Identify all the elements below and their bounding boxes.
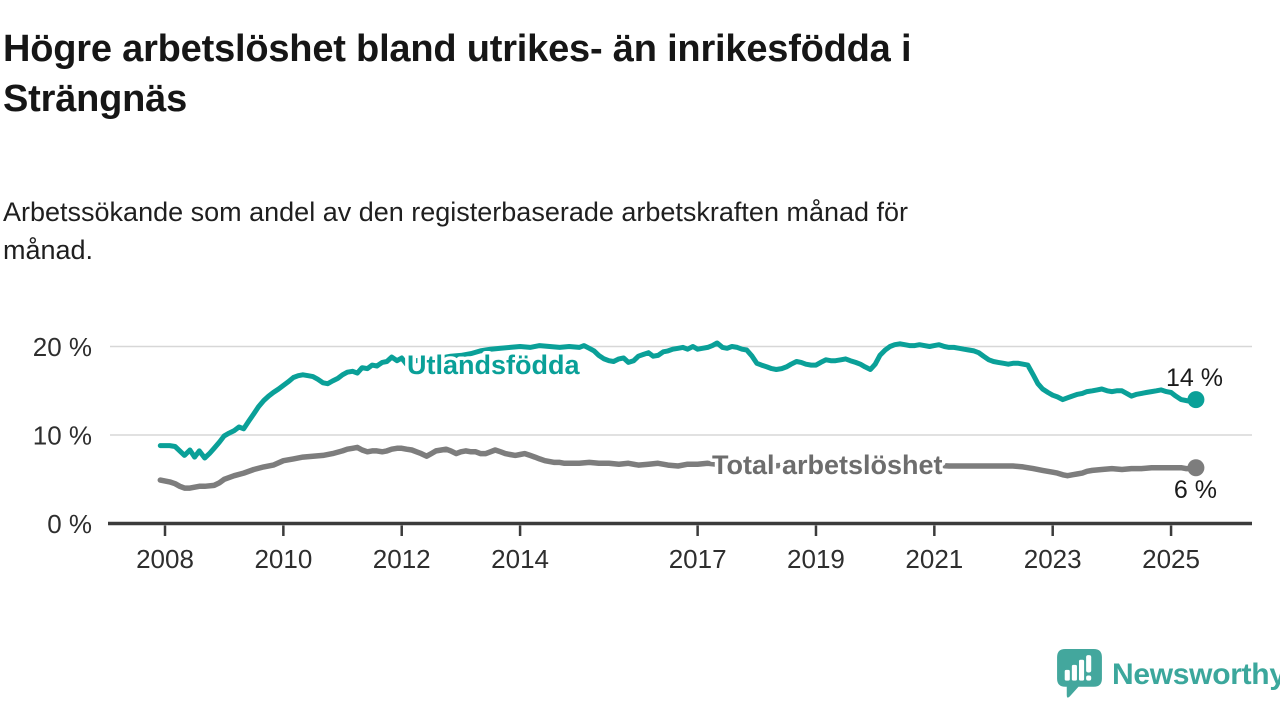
x-axis-tick-label: 2012 [373,544,431,574]
y-axis-tick-label: 20 % [33,332,92,362]
series-label-total: Total arbetslöshet [712,450,943,480]
x-axis-tick-label: 2025 [1142,544,1200,574]
series-end-dot [1187,391,1205,409]
x-axis-tick-label: 2021 [905,544,963,574]
series-label-utlandsfodda: Utlandsfödda [407,350,580,380]
x-axis-tick-label: 2023 [1024,544,1082,574]
x-axis-tick-label: 2014 [491,544,549,574]
x-axis-tick-label: 2019 [787,544,845,574]
x-axis-tick-label: 2010 [254,544,312,574]
page-title: Högre arbetslöshet bland utrikes- än inr… [3,28,912,120]
y-axis-tick-label: 10 % [33,421,92,451]
bar-chart-speech-bubble-icon [1057,649,1102,698]
series-line-total [157,444,1199,491]
series-end-value-label: 6 % [1174,476,1217,504]
brand-name: Newsworthy [1112,657,1280,691]
newsworthy-brand: Newsworthy [1056,648,1280,701]
series-line-utlandsfodda [157,340,1199,461]
x-axis-tick-label: 2008 [136,544,194,574]
chart-subtitle: Arbetssökande som andel av den registerb… [3,197,909,265]
series-end-dot [1187,459,1205,477]
y-axis-tick-label: 0 % [47,509,92,539]
x-axis-tick-label: 2017 [669,544,727,574]
series-end-value-label: 14 % [1166,364,1223,392]
